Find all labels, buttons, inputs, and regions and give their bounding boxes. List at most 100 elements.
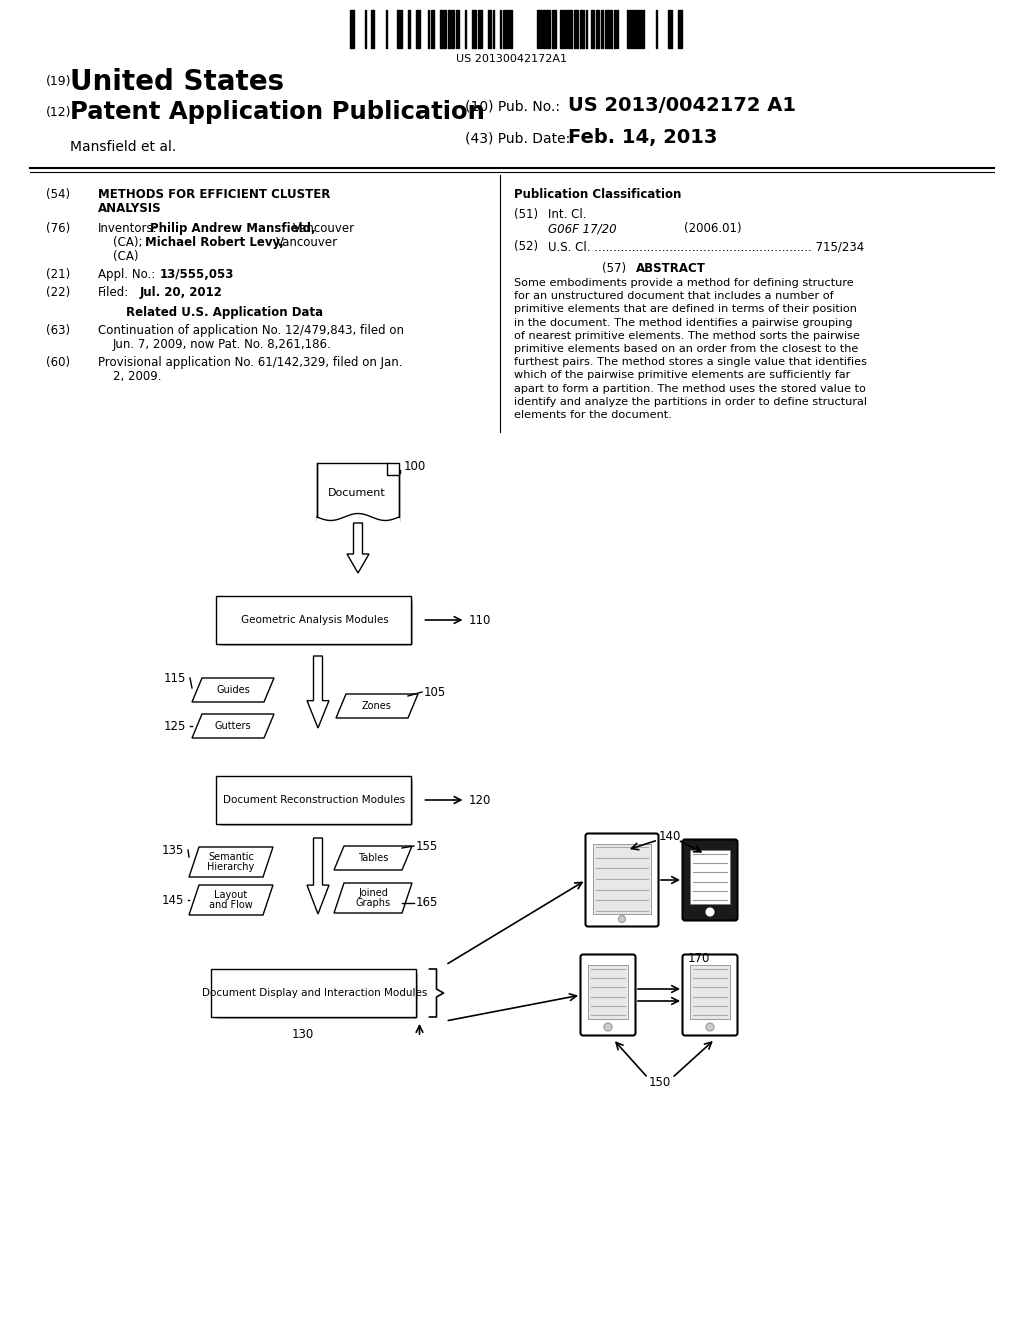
FancyBboxPatch shape — [218, 598, 411, 644]
Text: 105: 105 — [424, 685, 446, 698]
Text: Hierarchy: Hierarchy — [208, 862, 255, 871]
Text: Jul. 20, 2012: Jul. 20, 2012 — [140, 286, 223, 300]
Text: 100: 100 — [404, 459, 426, 473]
Text: 135: 135 — [162, 843, 184, 857]
Text: ANALYSIS: ANALYSIS — [98, 202, 162, 215]
Text: Zones: Zones — [362, 701, 392, 711]
Text: Publication Classification: Publication Classification — [514, 187, 681, 201]
Text: for an unstructured document that includes a number of: for an unstructured document that includ… — [514, 292, 834, 301]
Text: (76): (76) — [46, 222, 71, 235]
Text: Related U.S. Application Data: Related U.S. Application Data — [126, 306, 324, 319]
Text: ABSTRACT: ABSTRACT — [636, 261, 706, 275]
Text: Joined: Joined — [358, 888, 388, 899]
Polygon shape — [189, 884, 273, 915]
Text: 130: 130 — [292, 1028, 314, 1041]
FancyBboxPatch shape — [588, 965, 628, 1019]
FancyBboxPatch shape — [683, 954, 737, 1035]
FancyBboxPatch shape — [317, 463, 399, 521]
Text: Continuation of application No. 12/479,843, filed on: Continuation of application No. 12/479,8… — [98, 323, 404, 337]
FancyBboxPatch shape — [211, 969, 416, 1016]
Text: (CA);: (CA); — [113, 236, 142, 249]
Text: Mansfield et al.: Mansfield et al. — [70, 140, 176, 154]
Text: Guides: Guides — [216, 685, 250, 696]
Polygon shape — [336, 694, 418, 718]
Text: (54): (54) — [46, 187, 70, 201]
Circle shape — [706, 1023, 714, 1031]
Text: (43) Pub. Date:: (43) Pub. Date: — [465, 132, 570, 147]
Polygon shape — [193, 714, 274, 738]
Text: Document: Document — [328, 488, 386, 498]
Text: (51): (51) — [514, 209, 539, 220]
Text: (2006.01): (2006.01) — [684, 222, 741, 235]
Text: Filed:: Filed: — [98, 286, 129, 300]
Text: identify and analyze the partitions in order to define structural: identify and analyze the partitions in o… — [514, 397, 867, 407]
Text: 115: 115 — [164, 672, 186, 685]
Text: 140: 140 — [658, 829, 681, 842]
Text: Gutters: Gutters — [215, 721, 251, 731]
FancyBboxPatch shape — [215, 597, 411, 644]
Text: (12): (12) — [46, 106, 72, 119]
FancyBboxPatch shape — [690, 850, 730, 904]
Text: U.S. Cl. .......................................................... 715/234: U.S. Cl. ...............................… — [548, 240, 864, 253]
Text: METHODS FOR EFFICIENT CLUSTER: METHODS FOR EFFICIENT CLUSTER — [98, 187, 331, 201]
Text: apart to form a partition. The method uses the stored value to: apart to form a partition. The method us… — [514, 384, 866, 393]
Text: (19): (19) — [46, 75, 72, 88]
FancyBboxPatch shape — [586, 833, 658, 927]
Polygon shape — [193, 678, 274, 702]
Text: 2, 2009.: 2, 2009. — [113, 370, 162, 383]
FancyBboxPatch shape — [215, 776, 411, 824]
Polygon shape — [307, 656, 329, 729]
Text: Jun. 7, 2009, now Pat. No. 8,261,186.: Jun. 7, 2009, now Pat. No. 8,261,186. — [113, 338, 332, 351]
FancyBboxPatch shape — [216, 974, 416, 1016]
Text: Appl. No.:: Appl. No.: — [98, 268, 156, 281]
Text: Graphs: Graphs — [355, 898, 390, 908]
Text: 155: 155 — [416, 840, 438, 853]
Text: Int. Cl.: Int. Cl. — [548, 209, 587, 220]
FancyBboxPatch shape — [221, 781, 411, 824]
Text: Michael Robert Levy,: Michael Robert Levy, — [145, 236, 284, 249]
Circle shape — [604, 1023, 612, 1031]
Text: Vancouver: Vancouver — [276, 236, 338, 249]
Text: 170: 170 — [688, 952, 711, 965]
Circle shape — [706, 908, 714, 916]
Text: (10) Pub. No.:: (10) Pub. No.: — [465, 100, 560, 114]
Text: primitive elements that are defined in terms of their position: primitive elements that are defined in t… — [514, 305, 857, 314]
Text: 120: 120 — [469, 793, 490, 807]
Polygon shape — [334, 883, 412, 913]
Text: (60): (60) — [46, 356, 70, 370]
FancyBboxPatch shape — [593, 843, 651, 913]
FancyBboxPatch shape — [690, 965, 730, 1019]
Text: (63): (63) — [46, 323, 70, 337]
Circle shape — [618, 916, 626, 923]
Polygon shape — [307, 838, 329, 913]
Polygon shape — [334, 846, 412, 870]
FancyBboxPatch shape — [218, 779, 411, 824]
Text: Document Display and Interaction Modules: Document Display and Interaction Modules — [202, 987, 427, 998]
Text: (57): (57) — [602, 261, 626, 275]
Text: US 20130042172A1: US 20130042172A1 — [457, 54, 567, 63]
Text: primitive elements based on an order from the closest to the: primitive elements based on an order fro… — [514, 345, 858, 354]
Text: (22): (22) — [46, 286, 71, 300]
FancyBboxPatch shape — [221, 601, 411, 644]
FancyBboxPatch shape — [683, 840, 737, 920]
Text: 125: 125 — [164, 719, 186, 733]
Polygon shape — [347, 523, 369, 573]
Text: and Flow: and Flow — [209, 899, 253, 909]
Text: in the document. The method identifies a pairwise grouping: in the document. The method identifies a… — [514, 318, 853, 327]
Text: Document Reconstruction Modules: Document Reconstruction Modules — [223, 795, 406, 805]
Text: Tables: Tables — [357, 853, 388, 863]
Text: 110: 110 — [469, 614, 490, 627]
Text: elements for the document.: elements for the document. — [514, 411, 672, 420]
Text: Inventors:: Inventors: — [98, 222, 158, 235]
FancyBboxPatch shape — [213, 972, 416, 1016]
Text: Provisional application No. 61/142,329, filed on Jan.: Provisional application No. 61/142,329, … — [98, 356, 402, 370]
Text: US 2013/0042172 A1: US 2013/0042172 A1 — [568, 96, 796, 115]
Text: United States: United States — [70, 69, 284, 96]
Polygon shape — [189, 847, 273, 876]
Text: Layout: Layout — [214, 891, 248, 900]
Text: Philip Andrew Mansfield,: Philip Andrew Mansfield, — [150, 222, 315, 235]
Text: Some embodiments provide a method for defining structure: Some embodiments provide a method for de… — [514, 279, 854, 288]
Text: 145: 145 — [162, 894, 184, 907]
Text: Vancouver: Vancouver — [293, 222, 355, 235]
Text: 150: 150 — [649, 1076, 671, 1089]
